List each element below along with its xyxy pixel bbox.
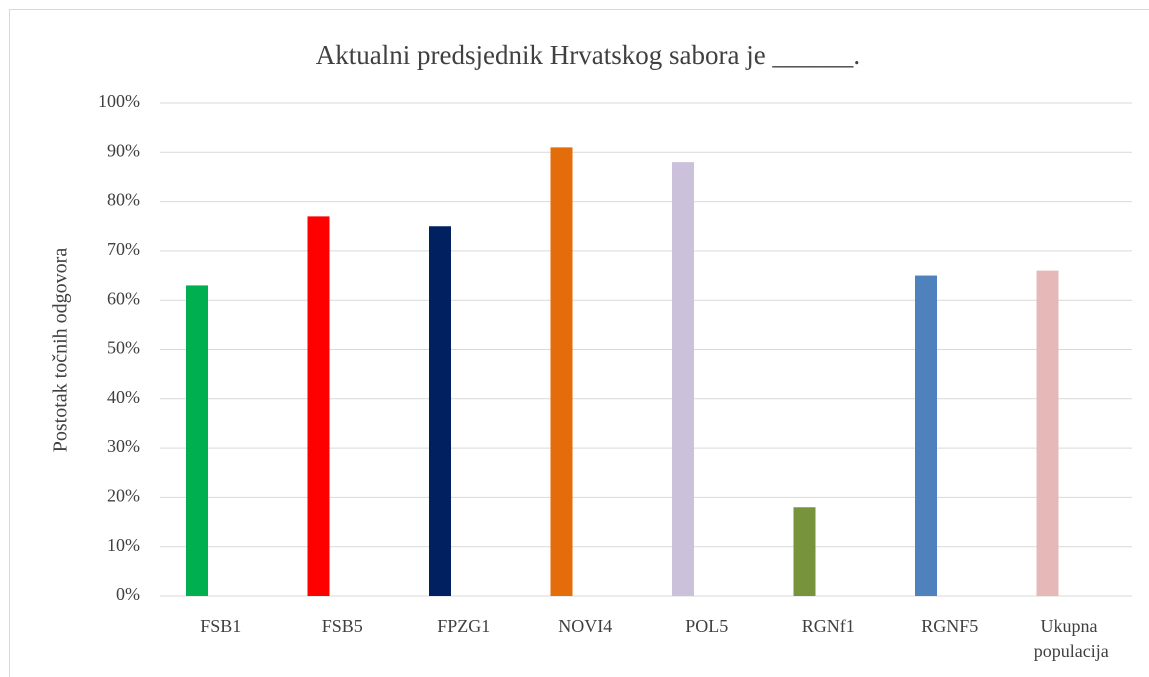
x-tick-label: NOVI4 [558, 616, 612, 636]
y-tick-label: 40% [107, 387, 140, 407]
y-tick-label: 70% [107, 239, 140, 259]
bar [1036, 270, 1059, 596]
x-tick-label: FSB1 [200, 616, 241, 636]
y-tick-label: 90% [107, 140, 140, 160]
y-tick-label: 60% [107, 288, 140, 308]
y-tick-label: 20% [107, 486, 140, 506]
y-tick-label: 80% [107, 190, 140, 210]
x-tick-label: RGNf1 [802, 616, 855, 636]
x-tick-label: Ukupna populacija [1034, 616, 1109, 661]
x-tick-label: POL5 [685, 616, 728, 636]
y-tick-label: 10% [107, 535, 140, 555]
bar [915, 275, 937, 596]
x-tick-label: RGNF5 [921, 616, 978, 636]
y-tick-label: 100% [98, 91, 140, 111]
y-tick-label: 30% [107, 436, 140, 456]
x-tick-label: FPZG1 [437, 616, 490, 636]
x-tick-label: FSB5 [322, 616, 363, 636]
bar [186, 285, 208, 596]
bar [429, 226, 451, 596]
y-tick-label: 50% [107, 338, 140, 358]
chart-title: Aktualni predsjednik Hrvatskog sabora je… [316, 40, 860, 70]
bar [672, 162, 694, 596]
bar [307, 216, 330, 596]
bar [550, 147, 573, 596]
y-tick-label: 0% [116, 584, 140, 604]
chart-border [9, 9, 1149, 677]
bar [793, 507, 816, 596]
y-axis-label: Postotak točnih odgovora [50, 248, 72, 453]
